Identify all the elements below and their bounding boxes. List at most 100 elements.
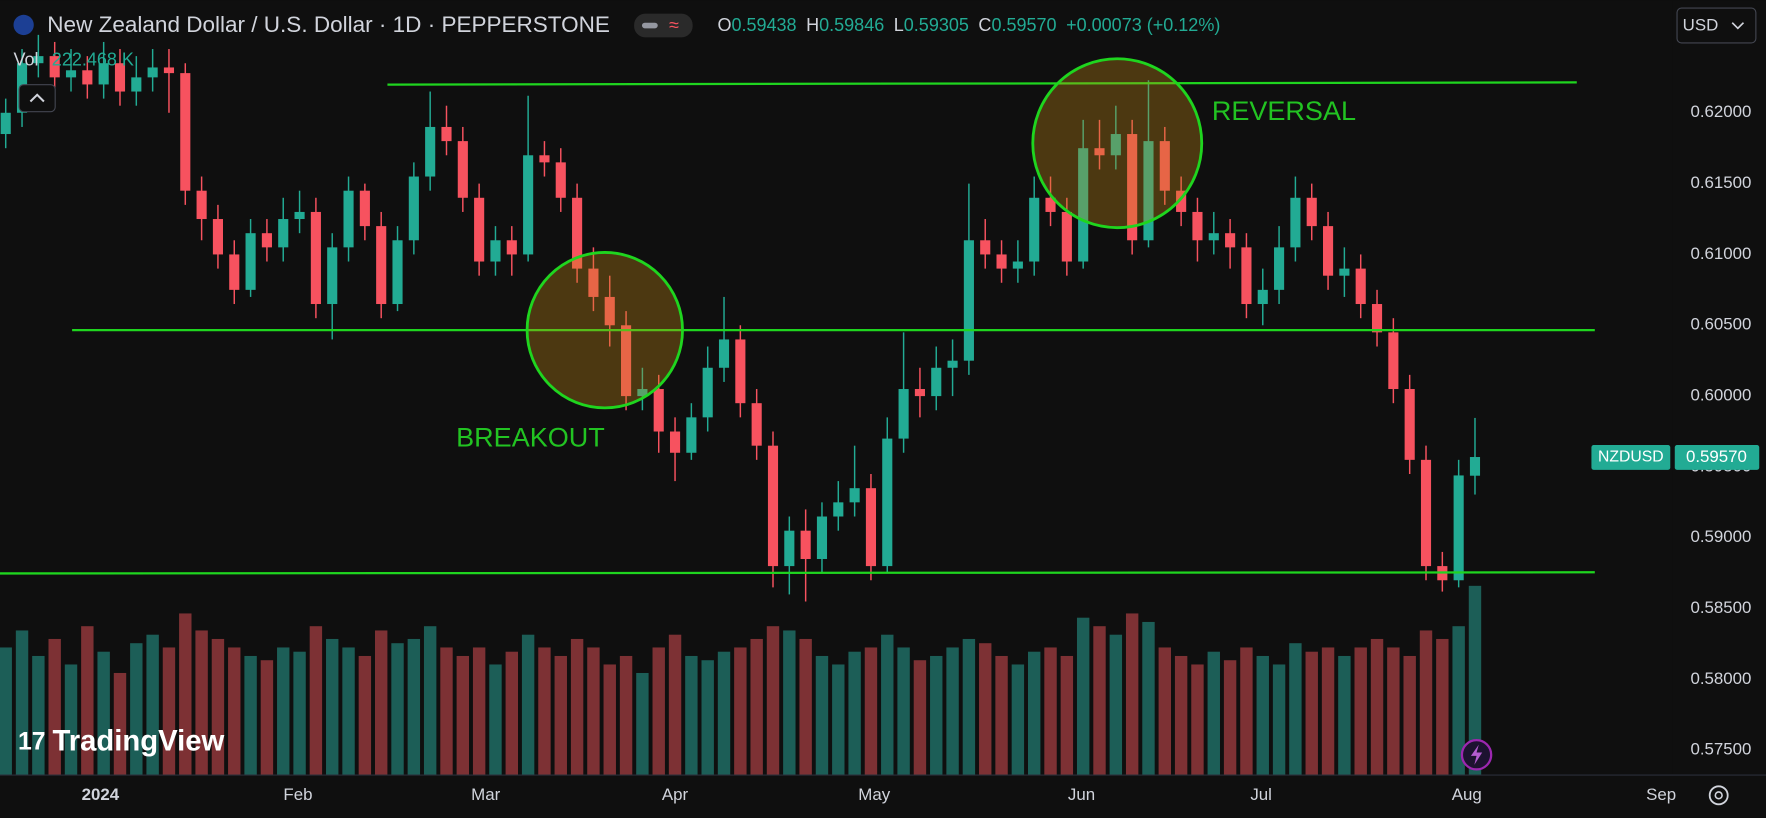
volume-bar — [864, 647, 878, 776]
volume-bar — [587, 647, 600, 776]
volume-bar — [472, 647, 486, 776]
x-tick-label: Aug — [1452, 785, 1482, 804]
x-tick-label: Jun — [1068, 785, 1095, 804]
volume-bar — [1142, 621, 1155, 776]
volume-bar — [440, 647, 453, 776]
candle-body — [572, 197, 583, 269]
candle-body — [882, 438, 893, 567]
volume-bar — [1076, 617, 1090, 776]
candle-body — [196, 190, 207, 220]
candle-body — [539, 155, 550, 163]
candle-body — [816, 516, 828, 560]
y-tick-label: 0.57500 — [1690, 740, 1751, 759]
dropdown-icon — [1731, 22, 1745, 30]
volume-bar — [1207, 651, 1220, 776]
volume-bar — [570, 638, 584, 776]
candle-body — [1225, 233, 1236, 248]
candle-body — [1453, 475, 1464, 581]
x-tick-label: Sep — [1646, 785, 1676, 804]
volume-bar — [848, 651, 861, 776]
candle-body — [523, 155, 534, 255]
volume-bar — [391, 643, 404, 776]
candle-body — [604, 296, 615, 326]
candle-body — [751, 403, 762, 446]
volume-bar — [946, 647, 959, 776]
candle-body — [1274, 247, 1285, 290]
candle-body — [637, 389, 648, 397]
candle-body — [718, 339, 730, 368]
volume-bar — [15, 630, 29, 776]
annotation-text: REVERSAL — [1212, 96, 1356, 126]
candle-body — [131, 77, 142, 92]
price-tag-symbol-box — [1591, 445, 1671, 470]
candle-body — [294, 211, 305, 220]
volume-bar — [979, 643, 992, 776]
volume-bar — [1240, 647, 1253, 776]
volume-bar — [1321, 647, 1335, 776]
candle-body — [359, 190, 370, 227]
ohlc-value: 0.59305 — [904, 15, 969, 35]
candle-body — [1322, 226, 1334, 276]
volume-bar — [1109, 634, 1123, 776]
candle-body — [506, 240, 517, 255]
volume-bar — [1305, 651, 1318, 776]
candle-body — [669, 431, 681, 453]
candle-body — [82, 70, 93, 85]
volume-bar — [832, 664, 845, 776]
volume-bar — [342, 647, 355, 776]
candle-body — [1176, 190, 1187, 212]
candle-body — [1192, 211, 1203, 241]
volume-bar — [1387, 647, 1400, 776]
volume-bar — [930, 655, 943, 776]
candle-body — [1094, 148, 1105, 156]
status-pill[interactable] — [634, 13, 693, 38]
candle-body — [1241, 247, 1252, 305]
volume-bar — [995, 655, 1008, 776]
y-tick-label: 0.59000 — [1690, 527, 1751, 546]
currency-button[interactable] — [1676, 7, 1757, 44]
ohlc-key: C — [978, 15, 991, 35]
candle-body — [1012, 261, 1023, 269]
volume-bar — [358, 655, 372, 776]
x-tick-label: Apr — [662, 785, 689, 804]
candle-body — [1061, 211, 1072, 262]
candle-body — [490, 240, 501, 262]
candle-body — [996, 254, 1007, 269]
candle-body — [33, 56, 44, 64]
candle-body — [1110, 134, 1121, 156]
volume-bar — [228, 647, 241, 776]
volume-bar — [130, 643, 143, 776]
volume-bar — [750, 638, 763, 776]
ohlc-value: 0.59846 — [819, 15, 884, 35]
volume-bar — [652, 647, 665, 776]
candle-body — [327, 247, 338, 305]
volume-bar — [668, 634, 682, 776]
volume-bar — [0, 647, 12, 776]
volume-bar — [913, 660, 927, 776]
volume-bar — [799, 638, 812, 776]
collapse-button[interactable] — [18, 84, 56, 113]
candle-body — [980, 240, 991, 255]
volume-bar — [505, 651, 518, 776]
price-pane — [0, 34, 1481, 602]
candle-body — [408, 176, 419, 241]
candle-body — [425, 126, 436, 177]
candle-body — [261, 233, 272, 248]
candle-body — [1388, 332, 1399, 390]
volume-bar — [260, 660, 274, 776]
candle-body — [49, 56, 60, 78]
settings-button[interactable] — [1708, 785, 1729, 806]
volume-bar — [1403, 655, 1416, 776]
candle-body — [441, 126, 452, 142]
symbol-title: New Zealand Dollar / U.S. Dollar · 1D · … — [47, 12, 610, 37]
volume-bar — [1452, 626, 1465, 776]
volume-bar — [717, 651, 731, 776]
status-icon — [641, 22, 658, 29]
volume-bar — [97, 651, 110, 776]
breakout-circle — [525, 251, 684, 410]
x-tick-label: 2024 — [82, 785, 120, 804]
ohlc-key: H — [806, 15, 819, 35]
candle-body — [98, 63, 109, 85]
volume-bar — [1125, 613, 1139, 776]
